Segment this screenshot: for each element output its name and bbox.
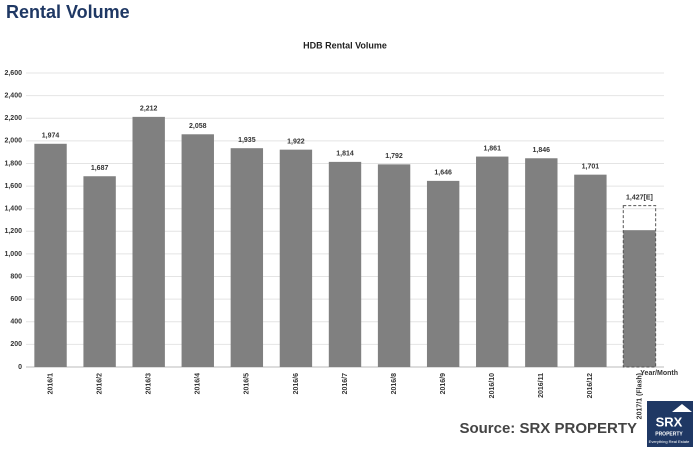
bar-estimate	[622, 205, 657, 368]
y-tick-label: 1,000	[4, 251, 22, 258]
value-label: 2,058	[189, 123, 207, 130]
logo-sub: PROPERTY	[655, 431, 683, 437]
bar	[279, 149, 313, 367]
x-tick-label: 2016/12	[587, 373, 594, 398]
page-title: Rental Volume	[6, 2, 130, 22]
value-label: 1,846	[533, 147, 551, 154]
bar	[426, 180, 460, 367]
logo-roof	[672, 404, 692, 412]
y-tick-label: 1,800	[4, 160, 22, 167]
y-tick-label: 2,600	[4, 70, 22, 77]
x-tick-label: 2016/5	[244, 373, 251, 395]
y-tick-label: 1,400	[4, 206, 22, 213]
bar	[476, 156, 509, 367]
bar	[132, 116, 165, 368]
value-label: 1,861	[483, 145, 501, 152]
chart-title: HDB Rental Volume	[303, 40, 387, 50]
y-tick-label: 0	[18, 364, 22, 371]
value-label: 1,687	[91, 165, 109, 172]
value-label: 1,814	[336, 151, 354, 158]
value-label: 1,646	[434, 170, 452, 177]
value-label: 1,792	[385, 153, 403, 160]
x-tick-label: 2016/2	[96, 373, 103, 395]
bar	[328, 161, 362, 367]
x-tick-label: 2016/9	[440, 373, 447, 395]
bar	[181, 134, 214, 367]
x-tick-label: 2016/6	[293, 373, 300, 395]
value-label: 1,701	[582, 163, 600, 170]
bar	[34, 143, 67, 367]
x-tick-label: 2017/1 (Flash)	[636, 373, 643, 419]
y-tick-label: 800	[10, 273, 22, 280]
y-tick-label: 2,400	[4, 92, 22, 99]
value-label: 2,212	[140, 106, 158, 113]
value-label: 1,935	[238, 137, 256, 144]
x-tick-label: 2016/7	[342, 373, 349, 395]
x-axis-label: Year/Month	[640, 370, 678, 377]
y-tick-label: 2,200	[4, 115, 22, 122]
x-tick-label: 2016/11	[538, 373, 545, 398]
logo-tagline: Everything Real Estate	[649, 439, 690, 444]
x-tick-label: 2016/4	[195, 373, 202, 395]
x-tick-label: 2016/1	[47, 373, 54, 395]
bar	[574, 174, 607, 367]
value-label: 1,427[E]	[626, 194, 653, 201]
bar-actual	[623, 230, 656, 367]
x-tick-label: 2016/8	[391, 373, 398, 395]
source: Source: SRX PROPERTY	[459, 420, 637, 437]
x-tick-label: 2016/10	[489, 373, 496, 398]
y-tick-label: 2,000	[4, 138, 22, 145]
y-tick-label: 1,200	[4, 228, 22, 235]
value-label: 1,974	[42, 133, 60, 140]
y-tick-label: 400	[10, 319, 22, 326]
logo-name: SRX	[656, 414, 683, 429]
value-label: 1,922	[287, 139, 305, 146]
y-tick-label: 1,600	[4, 183, 22, 190]
y-tick-label: 200	[10, 341, 22, 348]
bar	[377, 164, 411, 367]
bar	[230, 148, 264, 367]
x-tick-label: 2016/3	[146, 373, 153, 395]
bar	[525, 158, 558, 367]
bar	[83, 176, 116, 367]
y-tick-label: 600	[10, 296, 22, 303]
